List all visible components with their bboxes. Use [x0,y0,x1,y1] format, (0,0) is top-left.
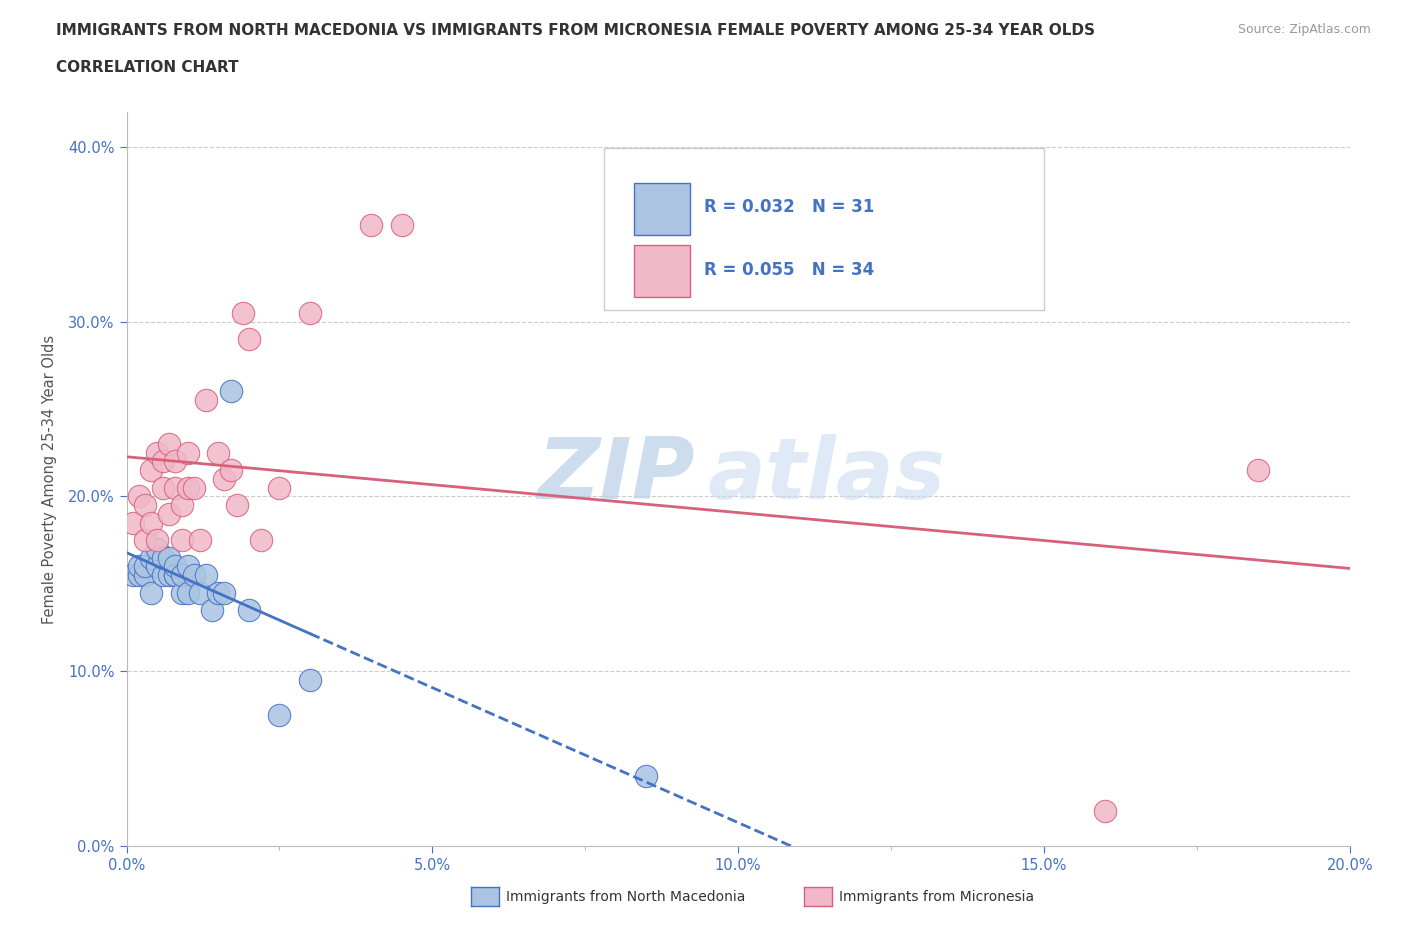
Point [146,533,169,548]
Point [207,445,229,460]
Text: IMMIGRANTS FROM NORTH MACEDONIA VS IMMIGRANTS FROM MICRONESIA FEMALE POVERTY AMO: IMMIGRANTS FROM NORTH MACEDONIA VS IMMIG… [56,23,1095,38]
Point [170,567,193,582]
Point [177,585,200,600]
Point [299,305,322,320]
Point [636,769,658,784]
Point [183,480,205,495]
Text: atlas: atlas [707,433,946,517]
Point [1094,804,1116,818]
Point [121,515,143,530]
Point [195,392,218,407]
Point [157,567,180,582]
Point [157,507,180,522]
Text: Immigrants from North Macedonia: Immigrants from North Macedonia [506,889,745,904]
Point [238,332,260,347]
Point [360,218,382,232]
Point [170,585,193,600]
Point [214,585,236,600]
Point [214,472,236,486]
Text: Immigrants from Micronesia: Immigrants from Micronesia [839,889,1035,904]
Point [201,603,224,618]
Point [139,463,162,478]
Point [165,567,187,582]
Point [152,567,174,582]
Text: ZIP: ZIP [537,433,696,517]
Point [195,567,218,582]
Point [238,603,260,618]
Point [139,585,162,600]
FancyBboxPatch shape [634,183,690,235]
Text: R = 0.032   N = 31: R = 0.032 N = 31 [704,198,875,216]
Point [1247,463,1270,478]
Point [177,445,200,460]
Point [219,463,242,478]
Point [250,533,273,548]
Text: R = 0.055   N = 34: R = 0.055 N = 34 [704,260,875,279]
Point [225,498,247,512]
Point [134,498,156,512]
Point [139,515,162,530]
Point [219,384,242,399]
Point [183,567,205,582]
Point [128,489,150,504]
Point [165,454,187,469]
FancyBboxPatch shape [603,149,1043,310]
Point [299,672,322,687]
Point [391,218,413,232]
Point [177,559,200,574]
Point [188,585,211,600]
Point [165,567,187,582]
Point [146,445,169,460]
Point [165,559,187,574]
Point [157,551,180,565]
Point [134,559,156,574]
Point [188,533,211,548]
Point [139,551,162,565]
Point [157,436,180,451]
Y-axis label: Female Poverty Among 25-34 Year Olds: Female Poverty Among 25-34 Year Olds [42,335,58,623]
Point [170,533,193,548]
Point [146,559,169,574]
Point [170,498,193,512]
Point [152,551,174,565]
Point [152,454,174,469]
Text: Source: ZipAtlas.com: Source: ZipAtlas.com [1237,23,1371,36]
Point [134,533,156,548]
Point [128,559,150,574]
Point [269,708,291,723]
Point [165,480,187,495]
Point [207,585,229,600]
Point [269,480,291,495]
Point [121,567,143,582]
Point [134,567,156,582]
Point [152,480,174,495]
Point [177,480,200,495]
Text: CORRELATION CHART: CORRELATION CHART [56,60,239,75]
Point [146,541,169,556]
Point [128,567,150,582]
Point [232,305,254,320]
FancyBboxPatch shape [634,246,690,298]
